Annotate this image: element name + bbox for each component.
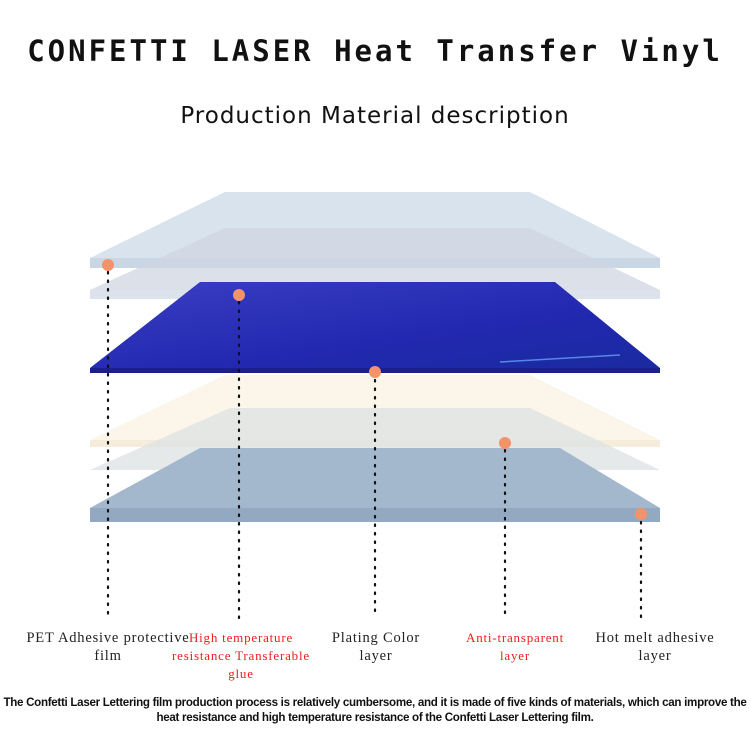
page-title: CONFETTI LASER Heat Transfer Vinyl xyxy=(27,34,723,68)
leader-lines xyxy=(106,270,643,620)
label-pet-film: PET Adhesive protective film xyxy=(26,630,190,664)
marker-dot xyxy=(102,259,114,271)
label-transfer-glue: High temperature resistance Transferable… xyxy=(172,630,310,681)
marker-dot xyxy=(369,366,381,378)
marker-dot xyxy=(233,289,245,301)
marker-dots xyxy=(102,259,647,520)
label-hot-melt: Hot melt adhesive layer xyxy=(595,630,715,664)
page-subtitle: Production Material description xyxy=(180,103,570,129)
description-text: The Confetti Laser Lettering film produc… xyxy=(3,696,747,724)
marker-dot xyxy=(499,437,511,449)
label-anti-transparent: Anti-transparent layer xyxy=(466,630,564,663)
marker-dot xyxy=(635,508,647,520)
label-plating-color: Plating Color layer xyxy=(331,630,421,664)
